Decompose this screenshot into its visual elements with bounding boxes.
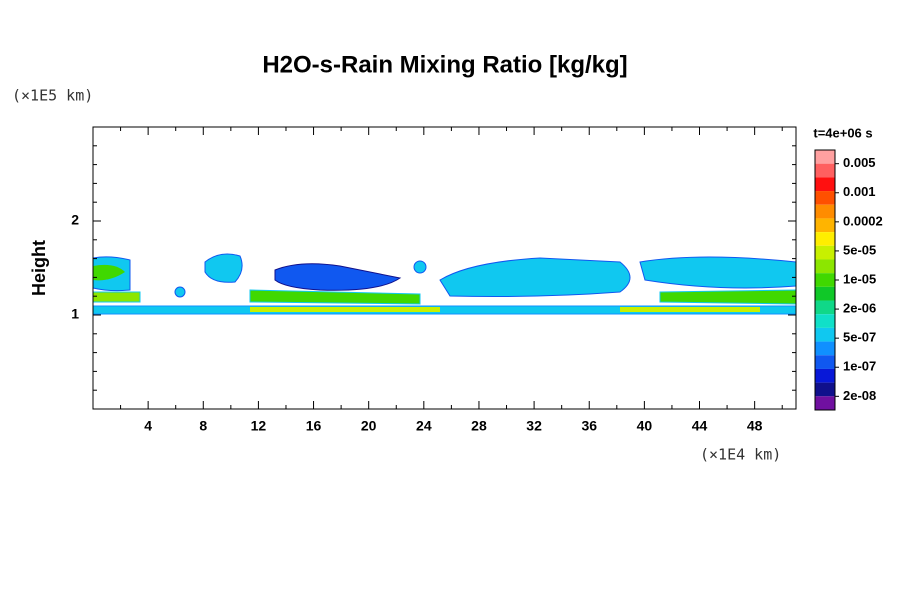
y-axis-label: Height — [29, 240, 49, 296]
x-tick-label: 24 — [416, 418, 432, 434]
colorbar-label: 5e-05 — [843, 242, 876, 257]
colorbar-swatch — [815, 245, 835, 260]
x-tick-label: 20 — [361, 418, 377, 434]
colorbar-swatch — [815, 177, 835, 192]
colorbar-swatch — [815, 150, 835, 164]
x-tick-label: 44 — [692, 418, 708, 434]
colorbar-swatch — [815, 273, 835, 287]
colorbar-swatch — [815, 286, 835, 301]
x-tick-label: 8 — [199, 418, 207, 434]
colorbar-label: 0.0002 — [843, 213, 883, 228]
colorbar-label: 1e-05 — [843, 271, 876, 286]
colorbar-swatch — [815, 314, 835, 328]
x-tick-label: 4 — [144, 418, 152, 434]
colorbar-swatch — [815, 218, 835, 233]
x-tick-label: 32 — [526, 418, 542, 434]
colorbar-swatch — [815, 396, 835, 410]
colorbar-swatch — [815, 300, 835, 315]
colorbar-swatch — [815, 204, 835, 219]
colorbar-swatch — [815, 163, 835, 178]
x-unit: (×1E4 km) — [700, 446, 781, 464]
x-tick-label: 36 — [581, 418, 597, 434]
x-tick-label: 16 — [306, 418, 322, 434]
colorbar-swatch — [815, 259, 835, 274]
time-annotation: t=4e+06 s — [813, 125, 872, 140]
colorbar-label: 1e-07 — [843, 359, 876, 374]
chart-title: H2O-s-Rain Mixing Ratio [kg/kg] — [262, 51, 627, 78]
colorbar-swatch — [815, 355, 835, 369]
x-tick-label: 48 — [747, 418, 763, 434]
colorbar-label: 5e-07 — [843, 330, 876, 345]
colorbar-swatch — [815, 382, 835, 397]
x-tick-label: 28 — [471, 418, 487, 434]
contour-field — [92, 253, 797, 315]
colorbar-label: 0.005 — [843, 155, 876, 170]
x-tick-label: 40 — [637, 418, 653, 434]
y-unit: (×1E5 km) — [12, 87, 93, 105]
colorbar-swatch — [815, 341, 835, 356]
colorbar-swatch — [815, 327, 835, 342]
y-tick-label: 2 — [71, 212, 79, 228]
colorbar-label: 0.001 — [843, 184, 876, 199]
x-tick-label: 12 — [251, 418, 267, 434]
colorbar-swatch — [815, 368, 835, 383]
colorbar-swatch — [815, 232, 835, 246]
colorbar-label: 2e-08 — [843, 388, 876, 403]
colorbar-swatch — [815, 191, 835, 205]
y-tick-label: 1 — [71, 306, 79, 322]
colorbar-label: 2e-06 — [843, 301, 876, 316]
plot-frame — [92, 126, 797, 410]
